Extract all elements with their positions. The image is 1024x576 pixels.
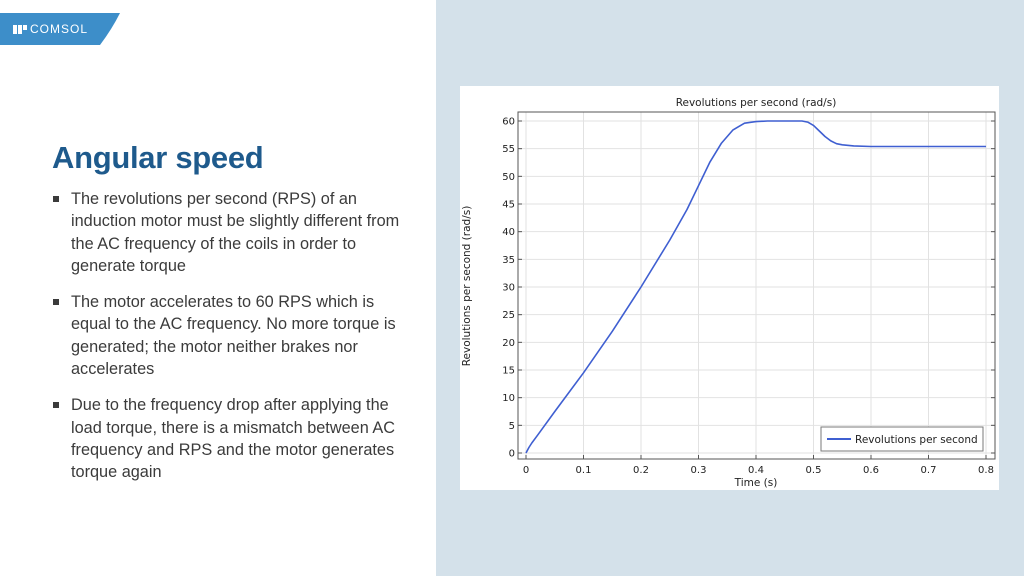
x-tick-label: 0.4 <box>748 465 764 476</box>
x-tick-label: 0.7 <box>921 465 937 476</box>
y-tick-label: 35 <box>502 255 515 266</box>
y-tick-label: 15 <box>502 366 515 377</box>
chart-axes: 0 0.1 0.2 0.3 0.4 0.5 0.6 0.7 0.8 0 5 10 15 20 25 30 35 4… <box>502 111 996 476</box>
y-tick-label: 20 <box>502 338 515 349</box>
x-tick-label: 0.3 <box>691 465 707 476</box>
x-tick-label: 0.6 <box>863 465 879 476</box>
y-tick-label: 50 <box>502 172 515 183</box>
y-tick-label: 0 <box>509 449 515 460</box>
x-tick-label: 0.2 <box>633 465 649 476</box>
y-tick-label: 25 <box>502 310 515 321</box>
logo-tab <box>0 13 120 45</box>
x-tick-label: 0.1 <box>576 465 592 476</box>
y-tick-label: 55 <box>502 144 515 155</box>
bullet-item: The revolutions per second (RPS) of an i… <box>52 188 402 277</box>
company-logo-text: COMSOL <box>30 22 89 36</box>
y-tick-label: 30 <box>502 283 515 294</box>
bullet-list: The revolutions per second (RPS) of an i… <box>52 188 402 498</box>
y-tick-label: 45 <box>502 200 515 211</box>
bullet-text: The revolutions per second (RPS) of an i… <box>71 190 400 275</box>
chart-grid <box>518 112 995 459</box>
chart-title: Revolutions per second (rad/s) <box>676 97 837 109</box>
series-line <box>525 120 986 454</box>
bullet-item: Due to the frequency drop after applying… <box>52 394 402 483</box>
bullet-marker-icon <box>53 196 59 202</box>
y-tick-label: 40 <box>502 227 515 238</box>
comsol-logo-icon <box>13 25 27 34</box>
chart-series <box>525 120 986 454</box>
x-tick-label: 0.8 <box>978 465 994 476</box>
line-chart: 0 0.1 0.2 0.3 0.4 0.5 0.6 0.7 0.8 0 5 10 15 20 25 30 35 4… <box>461 97 996 489</box>
chart-legend: Revolutions per second <box>820 426 984 452</box>
y-tick-label: 10 <box>502 393 515 404</box>
bullet-text: The motor accelerates to 60 RPS which is… <box>71 293 396 379</box>
y-tick-label: 5 <box>509 421 515 432</box>
slide-title: Angular speed <box>52 140 264 175</box>
bullet-marker-icon <box>53 299 59 306</box>
x-axis-label: Time (s) <box>734 477 778 489</box>
y-tick-label: 60 <box>502 117 515 128</box>
bullet-item: The motor accelerates to 60 RPS which is… <box>52 291 402 380</box>
y-axis-label: Revolutions per second (rad/s) <box>461 206 473 367</box>
x-tick-label: 0.5 <box>806 465 822 476</box>
bullet-marker-icon <box>53 402 59 409</box>
legend-label: Revolutions per second <box>855 434 978 446</box>
chart-container: 0 0.1 0.2 0.3 0.4 0.5 0.6 0.7 0.8 0 5 10 15 20 25 30 35 4… <box>460 86 999 490</box>
x-tick-label: 0 <box>523 465 529 476</box>
bullet-text: Due to the frequency drop after applying… <box>71 396 395 482</box>
